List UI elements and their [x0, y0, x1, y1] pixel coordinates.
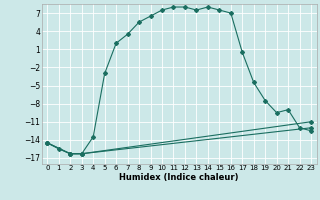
X-axis label: Humidex (Indice chaleur): Humidex (Indice chaleur) [119, 173, 239, 182]
